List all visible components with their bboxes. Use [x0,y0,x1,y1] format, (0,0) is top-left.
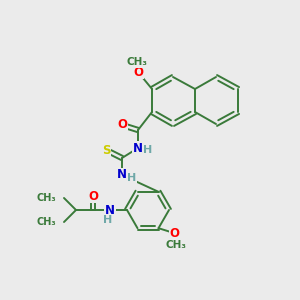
Text: H: H [128,173,136,183]
Text: H: H [143,145,153,155]
Text: CH₃: CH₃ [36,217,56,227]
Text: O: O [169,227,179,240]
Text: H: H [103,215,112,225]
Text: O: O [117,118,127,131]
Text: O: O [88,190,98,202]
Text: CH₃: CH₃ [36,193,56,203]
Text: CH₃: CH₃ [127,57,148,67]
Text: N: N [105,203,115,217]
Text: N: N [117,169,127,182]
Text: CH₃: CH₃ [165,240,186,250]
Text: O: O [133,65,143,79]
Text: S: S [102,143,110,157]
Text: N: N [133,142,143,154]
